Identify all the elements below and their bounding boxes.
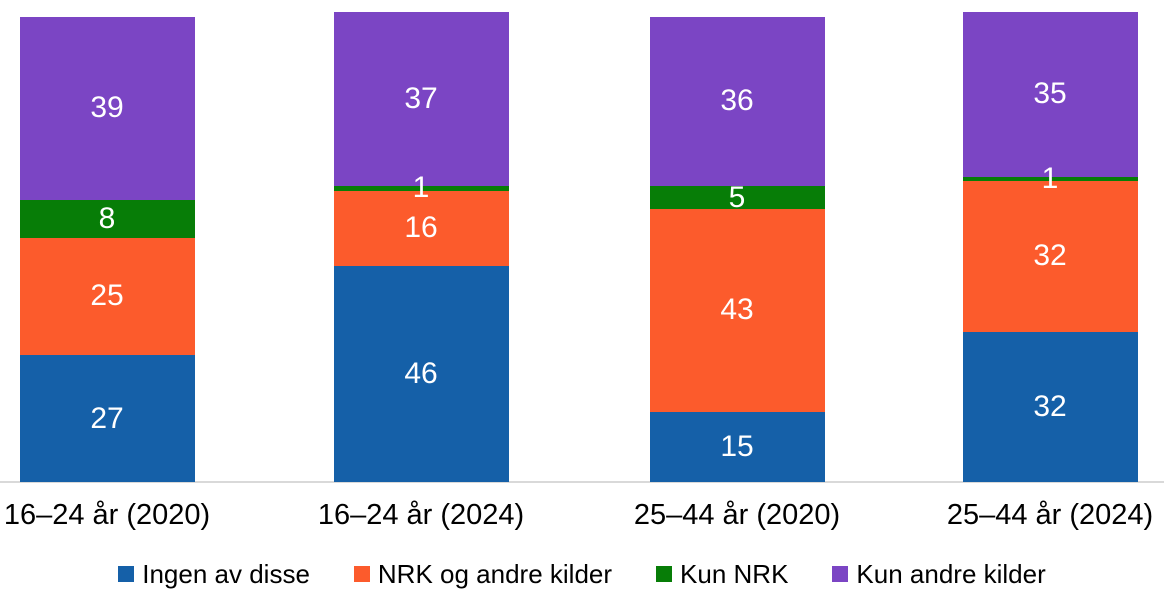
value-label: 35 (1033, 77, 1067, 111)
value-label: 16 (404, 211, 438, 245)
bar-segment: 43 (649, 209, 825, 412)
bar-segment: 32 (962, 181, 1138, 332)
bar-segment: 35 (962, 12, 1138, 177)
value-label: 32 (1033, 389, 1067, 423)
legend-swatch-icon (656, 566, 673, 582)
value-label: 37 (404, 81, 438, 115)
bar-segment: 36 (649, 16, 825, 186)
legend-label: Kun andre kilder (856, 559, 1046, 589)
legend-item: Kun andre kilder (832, 559, 1046, 589)
bar-segment: 5 (649, 180, 825, 214)
value-label: 39 (90, 91, 124, 125)
bar-segment: 8 (19, 200, 195, 238)
legend-item: Kun NRK (656, 561, 788, 587)
value-label: 1 (1041, 161, 1059, 195)
bar-segment: 39 (19, 16, 195, 201)
value-label: 43 (720, 293, 754, 327)
stacked-bar: 27 25 8 39 (19, 16, 195, 482)
category-label: 25–44 år (2020) (633, 499, 841, 531)
legend-item: Ingen av disse (118, 561, 310, 587)
category-label: 16–24 år (2020) (3, 499, 211, 531)
legend-swatch-icon (353, 566, 370, 582)
legend-swatch-icon (118, 566, 135, 582)
stacked-bar: 32 32 1 35 (962, 12, 1138, 482)
value-label: 46 (404, 356, 438, 390)
bar-segment: 25 (19, 237, 195, 356)
stacked-bar: 15 43 5 36 (649, 16, 825, 482)
value-label: 36 (720, 84, 754, 118)
legend-item: NRK og andre kilder (353, 559, 613, 589)
value-label: 27 (90, 401, 124, 435)
value-label: 15 (720, 429, 754, 463)
x-axis-line (0, 481, 1164, 483)
bar-segment: 32 (962, 331, 1138, 482)
bar-segment: 1 (333, 173, 509, 203)
bar-segment: 27 (19, 355, 195, 482)
category-label: 25–44 år (2024) (946, 499, 1154, 531)
bar-segment: 16 (333, 190, 509, 266)
bar-segment: 46 (333, 265, 509, 482)
value-label: 32 (1033, 239, 1067, 273)
value-label: 5 (728, 180, 746, 214)
legend: Ingen av disse NRK og andre kilder Kun NRK… (0, 561, 1164, 587)
bar-segment: 15 (649, 411, 825, 482)
category-label: 16–24 år (2024) (317, 499, 525, 531)
legend-swatch-icon (832, 566, 849, 582)
legend-label: NRK og andre kilder (377, 559, 613, 589)
value-label: 8 (98, 201, 116, 235)
legend-label: Ingen av disse (142, 559, 310, 589)
bar-segment: 1 (962, 163, 1138, 193)
stacked-bar: 46 16 1 37 (333, 12, 509, 482)
bar-segment: 37 (333, 12, 509, 186)
value-label: 1 (412, 171, 430, 205)
value-label: 25 (90, 279, 124, 313)
legend-label: Kun NRK (680, 559, 789, 589)
